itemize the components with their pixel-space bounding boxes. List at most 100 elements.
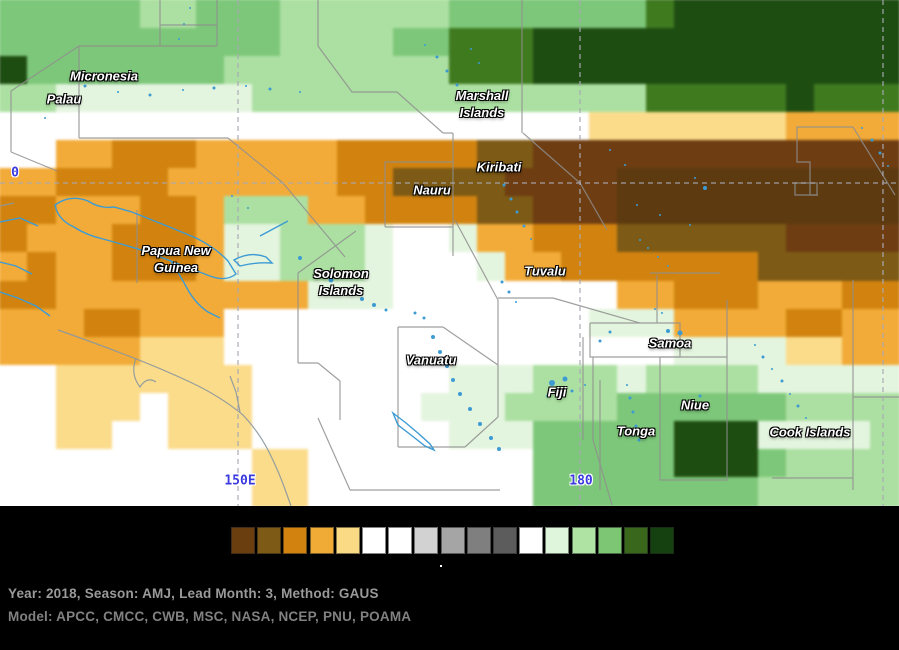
- raster-cell: [533, 0, 563, 29]
- raster-cell: [308, 252, 338, 282]
- raster-cell: [673, 139, 703, 170]
- raster-cell: [561, 252, 591, 282]
- raster-cell: [842, 364, 872, 395]
- raster-cell: [167, 27, 198, 57]
- raster-cell: [448, 252, 479, 282]
- raster-cell: [729, 308, 760, 338]
- raster-cell: [280, 308, 310, 338]
- raster-cell: [561, 224, 591, 254]
- raster-cell: [364, 364, 394, 395]
- raster-cell: [280, 139, 310, 170]
- raster-cell: [842, 308, 872, 338]
- raster-cell: [139, 27, 170, 57]
- raster-cell: [786, 27, 816, 57]
- raster-cell: [757, 196, 788, 226]
- raster-cell: [842, 224, 872, 254]
- raster-cell: [814, 477, 844, 506]
- raster-cell: [167, 392, 198, 423]
- raster-cell: [167, 139, 198, 170]
- raster-cell: [617, 196, 647, 226]
- raster-cell: [252, 308, 282, 338]
- raster-cell: [336, 55, 366, 85]
- raster-cell: [617, 449, 647, 479]
- raster-cell: [0, 252, 29, 282]
- raster-cell: [645, 27, 675, 57]
- raster-cell: [27, 392, 57, 423]
- raster-cell: [139, 0, 170, 29]
- raster-cell: [533, 252, 563, 282]
- raster-cell: [308, 308, 338, 338]
- raster-cell: [83, 280, 113, 310]
- colorbar-swatch-12: [519, 527, 544, 554]
- raster-cell: [757, 252, 788, 282]
- raster-cell: [533, 55, 563, 85]
- raster-cell: [842, 280, 872, 310]
- raster-cell: [617, 55, 647, 85]
- raster-cell: [364, 83, 394, 114]
- raster-cell: [224, 477, 254, 506]
- raster-cell: [842, 336, 872, 367]
- raster-cell: [167, 308, 198, 338]
- raster-cell: [27, 27, 57, 57]
- raster-cell: [336, 83, 366, 114]
- graticule-lines: [0, 0, 899, 506]
- raster-cell: [392, 196, 422, 226]
- raster-cell: [589, 111, 619, 142]
- raster-cell: [870, 280, 899, 310]
- raster-cell: [308, 55, 338, 85]
- raster-cell: [0, 55, 29, 85]
- raster-cell: [673, 111, 703, 142]
- raster-cell: [55, 421, 85, 451]
- raster-cell: [561, 55, 591, 85]
- raster-cell: [533, 196, 563, 226]
- raster-cell: [701, 252, 732, 282]
- raster-cell: [505, 83, 535, 114]
- raster-cell: [308, 336, 338, 367]
- raster-cell: [27, 477, 57, 506]
- raster-cell: [167, 449, 198, 479]
- raster-cell: [364, 139, 394, 170]
- raster-cell: [55, 111, 85, 142]
- raster-cell: [757, 477, 788, 506]
- raster-cell: [476, 196, 507, 226]
- raster-cell: [308, 139, 338, 170]
- raster-cell: [55, 392, 85, 423]
- raster-cell: [364, 336, 394, 367]
- raster-cell: [308, 392, 338, 423]
- raster-cell: [842, 252, 872, 282]
- raster-cell: [196, 224, 226, 254]
- raster-cell: [420, 308, 451, 338]
- raster-cell: [870, 55, 899, 85]
- raster-cell: [814, 364, 844, 395]
- raster-cell: [589, 280, 619, 310]
- raster-cell: [392, 224, 422, 254]
- raster-cell: [561, 83, 591, 114]
- raster-cell: [842, 27, 872, 57]
- raster-cell: [729, 27, 760, 57]
- raster-cell: [701, 196, 732, 226]
- raster-cell: [842, 55, 872, 85]
- raster-cell: [476, 224, 507, 254]
- raster-cell: [617, 224, 647, 254]
- raster-cell: [308, 83, 338, 114]
- raster-cell: [139, 252, 170, 282]
- colorbar-legend: [231, 527, 676, 554]
- raster-cell: [392, 0, 422, 29]
- raster-cell: [448, 55, 479, 85]
- raster-cell: [224, 55, 254, 85]
- raster-cell: [561, 477, 591, 506]
- raster-cell: [505, 280, 535, 310]
- raster-cell: [280, 0, 310, 29]
- raster-cell: [870, 308, 899, 338]
- raster-cell: [196, 336, 226, 367]
- raster-cell: [757, 336, 788, 367]
- raster-cell: [336, 139, 366, 170]
- raster-cell: [83, 55, 113, 85]
- raster-cell: [280, 111, 310, 142]
- raster-cell: [645, 55, 675, 85]
- raster-cell: [448, 308, 479, 338]
- colorbar-swatch-10: [466, 527, 491, 554]
- raster-cell: [336, 308, 366, 338]
- raster-cell: [476, 252, 507, 282]
- raster-cell: [589, 477, 619, 506]
